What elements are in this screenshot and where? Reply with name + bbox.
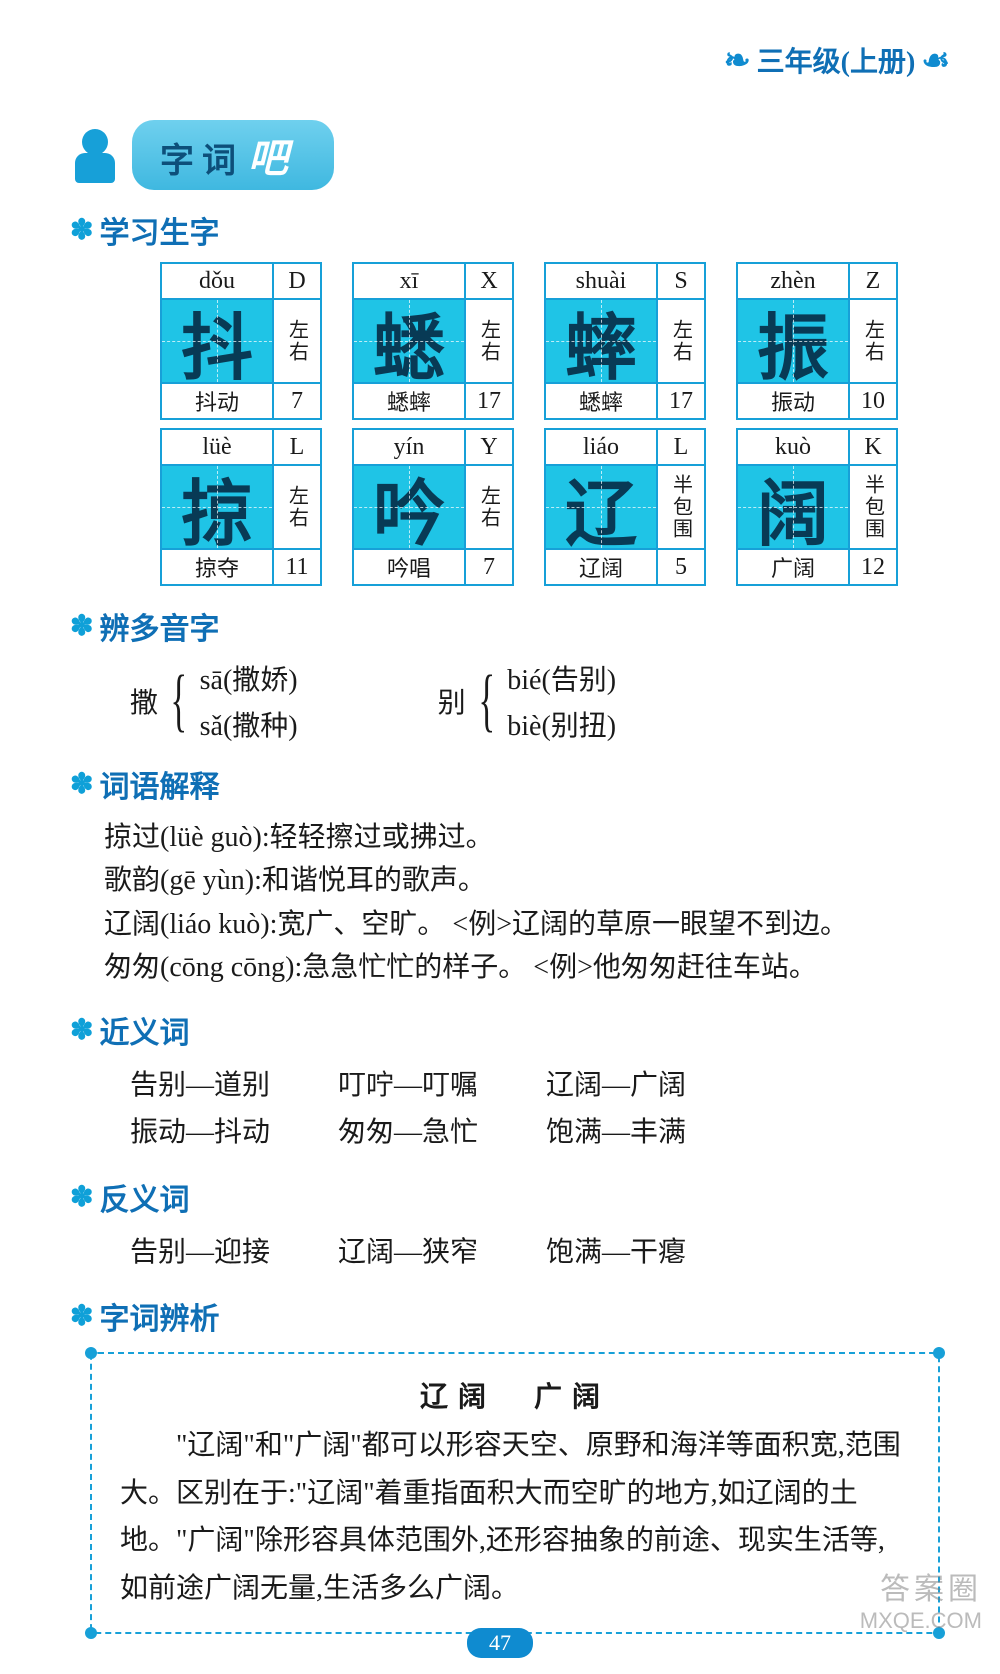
analysis-box: 辽阔 广阔 "辽阔"和"广阔"都可以形容天空、原野和海洋等面积宽,范围大。区别在… [90, 1352, 940, 1634]
definition-line: 辽阔(liáo kuò):宽广、空旷。 <例>辽阔的草原一眼望不到边。 [104, 903, 950, 946]
char-card: zhèn Z 振 左右 振动 10 [736, 262, 898, 420]
heading-synonyms: ✽ 近义词 [70, 1008, 950, 1052]
char-card: xī X 蟋 左右 蟋蟀 17 [352, 262, 514, 420]
flower-icon: ✽ [70, 1299, 93, 1333]
brace-icon: { [170, 673, 187, 729]
section-banner: 字词 吧 [70, 120, 950, 190]
definition-line: 匆匆(cōng cōng):急急忙忙的样子。 <例>他匆匆赶往车站。 [104, 946, 950, 989]
flower-icon: ✽ [70, 609, 93, 643]
banner-title: 字词 [160, 133, 244, 182]
heading-antonyms: ✽ 反义词 [70, 1175, 950, 1219]
definition-line: 歌韵(gē yùn):和谐悦耳的歌声。 [104, 859, 950, 902]
page-footer: 47 [0, 1628, 1000, 1658]
char-card: dǒu D 抖 左右 抖动 7 [160, 262, 322, 420]
polyphonic-row: 撒 { sā(撒娇) sǎ(撒种) 别 { bié(告别) biè(别扭) [130, 658, 950, 744]
analysis-title: 辽阔 广阔 [120, 1374, 910, 1422]
page-root: ❧ 三年级(上册) ☙ 字词 吧 ✽ 学习生字 dǒu D 抖 左右 抖动 7 … [0, 0, 1000, 1674]
heading-analysis: ✽ 字词辨析 [70, 1294, 950, 1338]
laurel-left-icon: ❧ [724, 41, 751, 79]
boy-icon [70, 125, 120, 185]
synonym-row: 告别—道别 叮咛—叮嘱 辽阔—广阔 [130, 1062, 950, 1110]
analysis-body: "辽阔"和"广阔"都可以形容天空、原野和海洋等面积宽,范围大。区别在于:"辽阔"… [120, 1422, 910, 1612]
flower-icon: ✽ [70, 1013, 93, 1047]
char-card: lüè L 掠 左右 掠夺 11 [160, 428, 322, 586]
brace-icon: { [478, 673, 495, 729]
antonym-row: 告别—迎接 辽阔—狭窄 饱满—干瘪 [130, 1229, 950, 1277]
synonym-row: 振动—抖动 匆匆—急忙 饱满—丰满 [130, 1109, 950, 1157]
heading-polyphonic: ✽ 辨多音字 [70, 604, 950, 648]
grade-badge: ❧ 三年级(上册) ☙ [724, 40, 950, 80]
flower-icon: ✽ [70, 1180, 93, 1214]
char-card: shuài S 蟀 左右 蟋蟀 17 [544, 262, 706, 420]
char-cards-row-1: dǒu D 抖 左右 抖动 7 xī X 蟋 左右 蟋蟀 17 shuài S … [160, 262, 950, 420]
char-card: kuò K 阔 半包围 广阔 12 [736, 428, 898, 586]
page-number: 47 [467, 1628, 533, 1658]
grade-text: 三年级(上册) [757, 40, 916, 80]
banner-bubble: 字词 吧 [132, 120, 334, 190]
polyphonic-item: 撒 { sā(撒娇) sǎ(撒种) [130, 658, 298, 744]
char-card: yín Y 吟 左右 吟唱 7 [352, 428, 514, 586]
definition-line: 掠过(lüè guò):轻轻擦过或拂过。 [104, 816, 950, 859]
char-card: liáo L 辽 半包围 辽阔 5 [544, 428, 706, 586]
flower-icon: ✽ [70, 767, 93, 801]
char-cards-row-2: lüè L 掠 左右 掠夺 11 yín Y 吟 左右 吟唱 7 liáo L … [160, 428, 950, 586]
polyphonic-item: 别 { bié(告别) biè(别扭) [438, 658, 616, 744]
flower-icon: ✽ [70, 213, 93, 247]
heading-definitions: ✽ 词语解释 [70, 762, 950, 806]
laurel-right-icon: ☙ [921, 41, 950, 79]
banner-accent: 吧 [248, 126, 296, 184]
heading-study-chars: ✽ 学习生字 [70, 208, 950, 252]
